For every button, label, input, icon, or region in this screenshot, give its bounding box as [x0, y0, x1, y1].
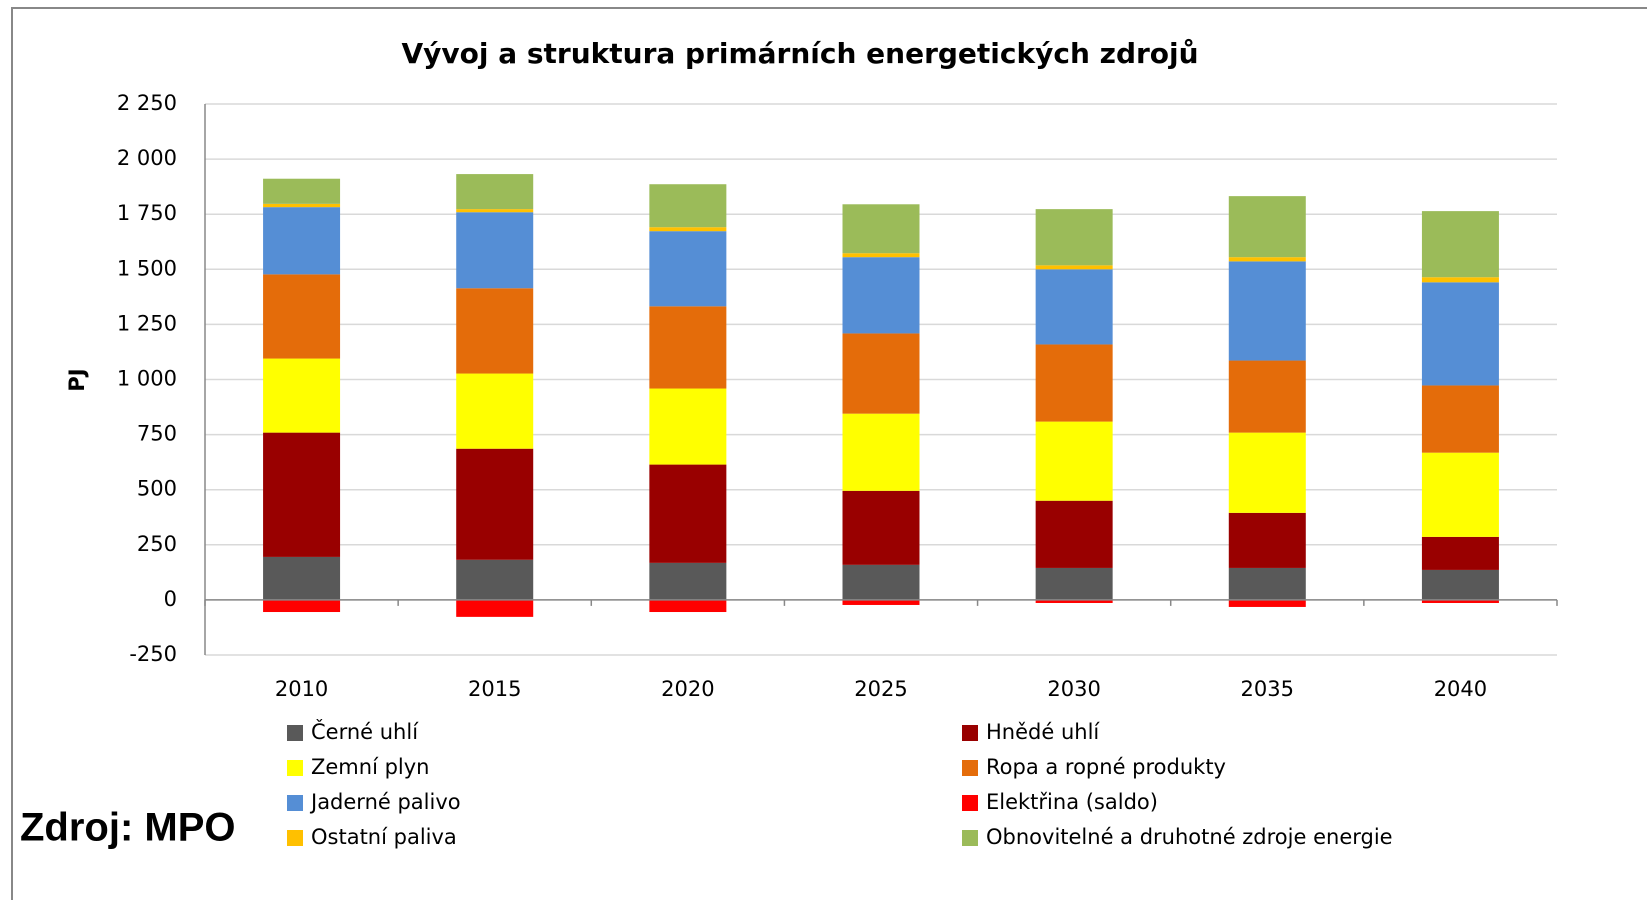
- x-tick-label: 2040: [1434, 677, 1487, 701]
- legend-label: Elektřina (saldo): [986, 790, 1158, 814]
- bar-segment: [842, 204, 920, 254]
- bar-segment: [263, 203, 341, 208]
- bar-segment: [456, 559, 534, 600]
- y-tick-label: 1 750: [117, 201, 177, 225]
- y-tick-label: 2 000: [117, 146, 177, 170]
- legend-swatch: [962, 760, 978, 776]
- chart-frame: [11, 7, 1647, 900]
- bar-segment: [1035, 500, 1113, 568]
- bar-segment: [649, 231, 727, 307]
- legend-label: Jaderné palivo: [309, 790, 461, 814]
- y-tick-label: 0: [164, 587, 177, 611]
- bar-segment: [649, 599, 727, 613]
- bar-segment: [263, 556, 341, 600]
- bar-segment: [456, 209, 534, 213]
- legend-label: Ostatní paliva: [311, 825, 457, 849]
- legend-label: Ropa a ropné produkty: [986, 755, 1226, 779]
- legend-label: Zemní plyn: [311, 755, 429, 779]
- bar-segment: [649, 464, 727, 563]
- x-tick-label: 2010: [275, 677, 328, 701]
- bar-segment: [842, 490, 920, 565]
- legend-label: Obnovitelné a druhotné zdroje energie: [986, 825, 1393, 849]
- annotation: Zdroj: MPO: [20, 806, 236, 850]
- y-tick-label: 1 250: [117, 311, 177, 335]
- bar-segment: [456, 599, 534, 617]
- bar-segment: [263, 358, 341, 433]
- x-tick-label: 2035: [1241, 677, 1294, 701]
- bar-segment: [1421, 277, 1499, 283]
- chart-title: Vývoj a struktura primárních energetický…: [401, 37, 1198, 70]
- bar-segment: [456, 373, 534, 449]
- bar-segment: [842, 564, 920, 600]
- legend-swatch: [962, 795, 978, 811]
- bar-segment: [842, 257, 920, 334]
- bar-segment: [263, 178, 341, 204]
- legend-label: Černé uhlí: [311, 719, 419, 744]
- y-axis-label: PJ: [65, 368, 89, 391]
- bar-segment: [1035, 265, 1113, 270]
- x-tick-label: 2030: [1047, 677, 1100, 701]
- bar-segment: [842, 599, 920, 605]
- bar-segment: [263, 207, 341, 275]
- y-tick-label: 750: [137, 422, 177, 446]
- bar-segment: [649, 388, 727, 465]
- bar-segment: [1228, 257, 1306, 262]
- x-tick-label: 2025: [854, 677, 907, 701]
- bar-segment: [1421, 385, 1499, 453]
- bar-segment: [1035, 344, 1113, 422]
- bar-segment: [1421, 211, 1499, 278]
- bar-segment: [649, 184, 727, 228]
- bar-segment: [1421, 599, 1499, 603]
- bar-segment: [1228, 196, 1306, 258]
- bar-segment: [1035, 567, 1113, 600]
- bar-segment: [1228, 432, 1306, 513]
- legend-label: Hnědé uhlí: [986, 720, 1100, 744]
- bar-segment: [456, 212, 534, 289]
- legend-swatch: [962, 830, 978, 846]
- y-tick-label: 250: [137, 532, 177, 556]
- bar-segment: [1421, 452, 1499, 537]
- bar-segment: [842, 413, 920, 491]
- y-tick-label: 1 500: [117, 256, 177, 280]
- bar-segment: [842, 333, 920, 414]
- bar-segment: [1228, 599, 1306, 607]
- bar-segment: [842, 253, 920, 258]
- bar-segment: [1035, 599, 1113, 603]
- bar-segment: [1035, 269, 1113, 345]
- legend-swatch: [287, 830, 303, 846]
- bar-segment: [649, 227, 727, 232]
- bar-segment: [456, 448, 534, 560]
- y-tick-label: -250: [129, 642, 177, 666]
- y-tick-label: 2 250: [117, 91, 177, 115]
- x-tick-label: 2015: [468, 677, 521, 701]
- bar-segment: [1228, 261, 1306, 361]
- bar-segment: [1228, 360, 1306, 433]
- bar-segment: [649, 562, 727, 600]
- bar-segment: [1421, 536, 1499, 570]
- bar-segment: [649, 306, 727, 389]
- legend-swatch: [287, 795, 303, 811]
- bar-segment: [1228, 567, 1306, 600]
- legend-swatch: [287, 760, 303, 776]
- x-tick-label: 2020: [661, 677, 714, 701]
- bar-segment: [1228, 512, 1306, 568]
- legend-swatch: [962, 725, 978, 741]
- bar-segment: [263, 432, 341, 557]
- bar-segment: [263, 599, 341, 613]
- legend-swatch: [287, 725, 303, 741]
- bar-segment: [1035, 209, 1113, 266]
- bar-segment: [456, 174, 534, 210]
- bar-segment: [1421, 569, 1499, 600]
- bar-segment: [456, 288, 534, 374]
- bar-segment: [1421, 282, 1499, 386]
- bar-segment: [1035, 421, 1113, 501]
- y-tick-label: 1 000: [117, 367, 177, 391]
- bar-segment: [263, 274, 341, 359]
- y-tick-label: 500: [137, 477, 177, 501]
